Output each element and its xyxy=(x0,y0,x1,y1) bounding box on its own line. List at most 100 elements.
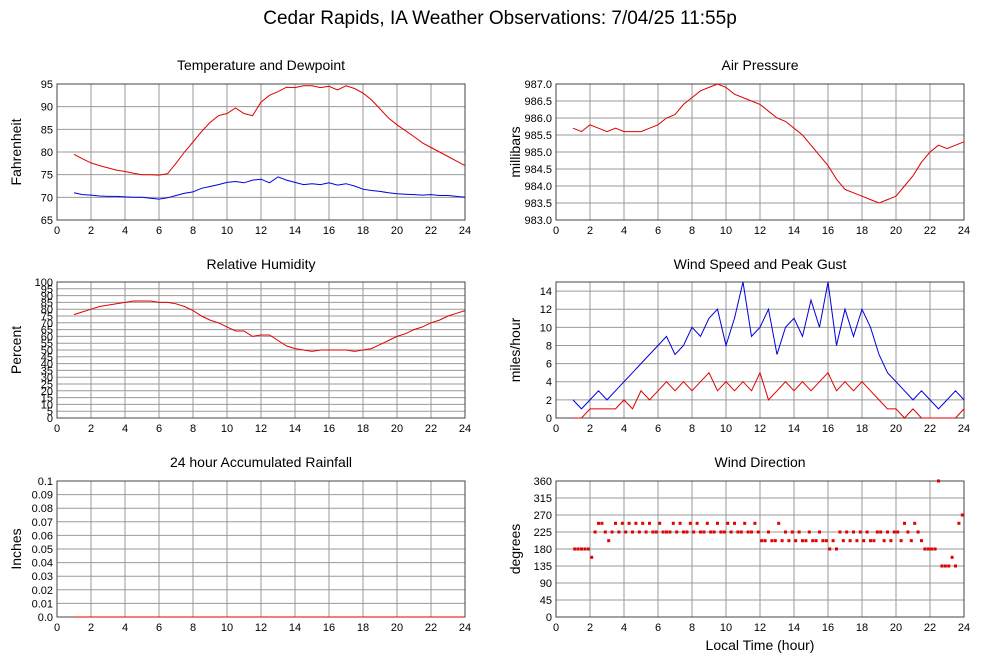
data-point xyxy=(760,539,764,543)
x-tick-label: 14 xyxy=(289,423,301,435)
y-tick-label: 2 xyxy=(546,395,552,407)
data-point xyxy=(709,530,713,534)
panel-air-pressure: Air Pressure 983.0 983.5 984.0 984.5 985.0 985… xyxy=(507,57,970,237)
y-tick-label: 10 xyxy=(41,399,53,411)
data-point xyxy=(668,530,672,534)
y-tick-label: 315 xyxy=(534,493,552,505)
plot-frame xyxy=(56,83,466,221)
y-tick-label: 360 xyxy=(534,476,552,488)
data-point xyxy=(930,547,934,551)
x-tick-label: 0 xyxy=(553,622,559,634)
x-tick-label: 12 xyxy=(255,423,267,435)
data-point xyxy=(631,530,634,534)
y-tick-label: 0.1 xyxy=(38,476,53,488)
y-tick-label: 90 xyxy=(41,102,53,114)
data-point xyxy=(954,564,957,568)
x-tick-label: 16 xyxy=(323,622,335,634)
data-point xyxy=(838,530,842,534)
y-tick-label: 45 xyxy=(540,595,552,607)
x-tick-label: 14 xyxy=(289,622,301,634)
y-tick-label: 95 xyxy=(41,284,53,296)
y-tick-label: 40 xyxy=(41,359,53,371)
x-tick-label: 24 xyxy=(958,225,970,237)
data-point xyxy=(835,547,838,551)
data-point xyxy=(879,530,883,534)
y-tick-label: 983.5 xyxy=(524,198,552,210)
data-point xyxy=(627,521,631,525)
x-tick-label: 0 xyxy=(54,423,60,435)
x-tick-label: 4 xyxy=(122,622,128,634)
x-tick-label: 14 xyxy=(788,423,800,435)
x-tick-label: 22 xyxy=(425,423,437,435)
data-point xyxy=(624,530,628,534)
x-tick-label: 16 xyxy=(822,622,834,634)
x-tick-label: 12 xyxy=(754,423,766,435)
x-tick-label: 0 xyxy=(54,622,60,634)
x-tick-label: 8 xyxy=(689,225,695,237)
x-tick-label: 16 xyxy=(822,225,834,237)
data-point xyxy=(855,539,859,543)
x-tick-label: 22 xyxy=(425,622,437,634)
data-point xyxy=(637,530,641,534)
x-tick-label: 12 xyxy=(255,225,267,237)
data-point xyxy=(933,547,937,551)
x-tick-label: 2 xyxy=(88,622,94,634)
y-tick-label: 15 xyxy=(41,393,53,405)
y-tick-label: 986.5 xyxy=(524,96,552,108)
x-tick-label: 10 xyxy=(221,622,233,634)
data-point xyxy=(818,530,821,534)
x-tick-label: 22 xyxy=(425,225,437,237)
y-tick-label: 10 xyxy=(540,322,552,334)
y-tick-label: 80 xyxy=(41,147,53,159)
y-tick-label: 12 xyxy=(540,304,552,316)
data-point xyxy=(845,530,849,534)
y-tick-label: 0.04 xyxy=(32,558,53,570)
x-tick-label: 0 xyxy=(553,423,559,435)
data-point xyxy=(801,539,804,543)
data-point xyxy=(719,530,723,534)
x-tick-label: 24 xyxy=(459,423,471,435)
x-tick-label: 6 xyxy=(655,225,661,237)
x-tick-label: 14 xyxy=(788,225,800,237)
y-tick-label: 984.0 xyxy=(524,181,552,193)
data-point xyxy=(821,539,825,543)
data-point xyxy=(620,521,624,525)
y-tick-label: 65 xyxy=(41,215,53,227)
y-tick-label: 60 xyxy=(41,331,53,343)
x-tick-label: 2 xyxy=(587,423,593,435)
data-point xyxy=(770,539,774,543)
data-point xyxy=(784,530,787,534)
series-line xyxy=(73,176,466,200)
panel-rainfall: 24 hour Accumulated Rainfall 0.0 0.010.02 0… xyxy=(8,454,471,634)
y-axis-label: degrees xyxy=(507,524,523,575)
data-point xyxy=(576,547,580,551)
x-tick-label: 6 xyxy=(156,622,162,634)
x-tick-label: 8 xyxy=(689,622,695,634)
y-tick-label: 0.0 xyxy=(38,612,53,624)
data-point xyxy=(644,530,648,534)
x-tick-label: 20 xyxy=(391,622,403,634)
data-point xyxy=(950,555,954,559)
x-tick-label: 18 xyxy=(357,423,369,435)
y-tick-label: 0 xyxy=(546,413,552,425)
x-tick-label: 10 xyxy=(720,622,732,634)
y-tick-label: 100 xyxy=(35,277,53,289)
data-point xyxy=(892,530,896,534)
data-point xyxy=(685,530,689,534)
x-tick-label: 24 xyxy=(459,622,471,634)
data-point xyxy=(716,521,719,525)
data-point xyxy=(882,539,886,543)
data-point xyxy=(937,479,940,483)
data-point xyxy=(814,539,818,543)
y-tick-label: 0 xyxy=(47,413,53,425)
y-tick-label: 95 xyxy=(41,79,53,91)
x-tick-label: 0 xyxy=(553,225,559,237)
x-tick-label: 24 xyxy=(459,225,471,237)
data-point xyxy=(678,521,682,525)
chart-title: Wind Speed and Peak Gust xyxy=(674,256,847,272)
data-point xyxy=(773,539,777,543)
y-tick-label: 0.01 xyxy=(32,598,53,610)
x-tick-label: 4 xyxy=(621,622,627,634)
x-tick-label: 4 xyxy=(621,225,627,237)
